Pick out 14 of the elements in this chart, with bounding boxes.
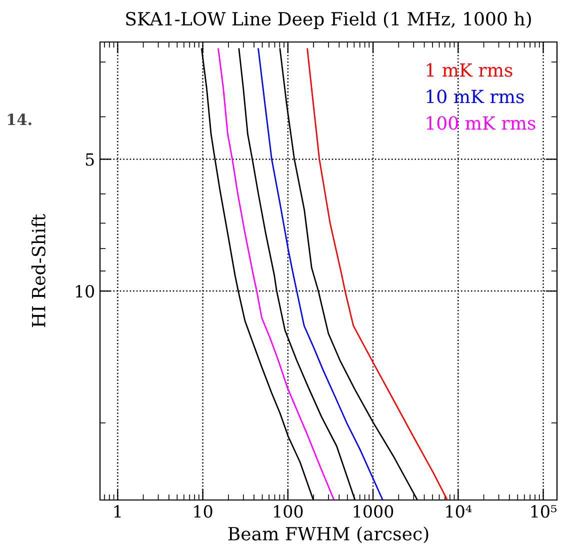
x-tick-label: 1000 <box>354 505 394 518</box>
x-tick-label: 100 <box>274 505 303 518</box>
text: 10 mK rms <box>426 90 524 104</box>
chart-title: SKA1-LOW Line Deep Field (1 MHz, 1000 h) <box>126 12 531 30</box>
text: 1 mK rms <box>426 63 512 77</box>
x-tick-label: 1 <box>114 505 121 518</box>
text: 14. <box>8 114 32 126</box>
x-axis-title: Beam FWHM (arcsec) <box>228 526 428 544</box>
y-tick-label: 5 <box>86 153 94 166</box>
text: 100 mK rms <box>426 116 536 130</box>
y-axis-title: HI Red-Shift <box>31 214 46 328</box>
x-tick-label: 10⁵ <box>531 505 557 518</box>
x-tick-label: 10⁴ <box>446 505 472 518</box>
x-tick-label: 10 <box>194 505 212 518</box>
